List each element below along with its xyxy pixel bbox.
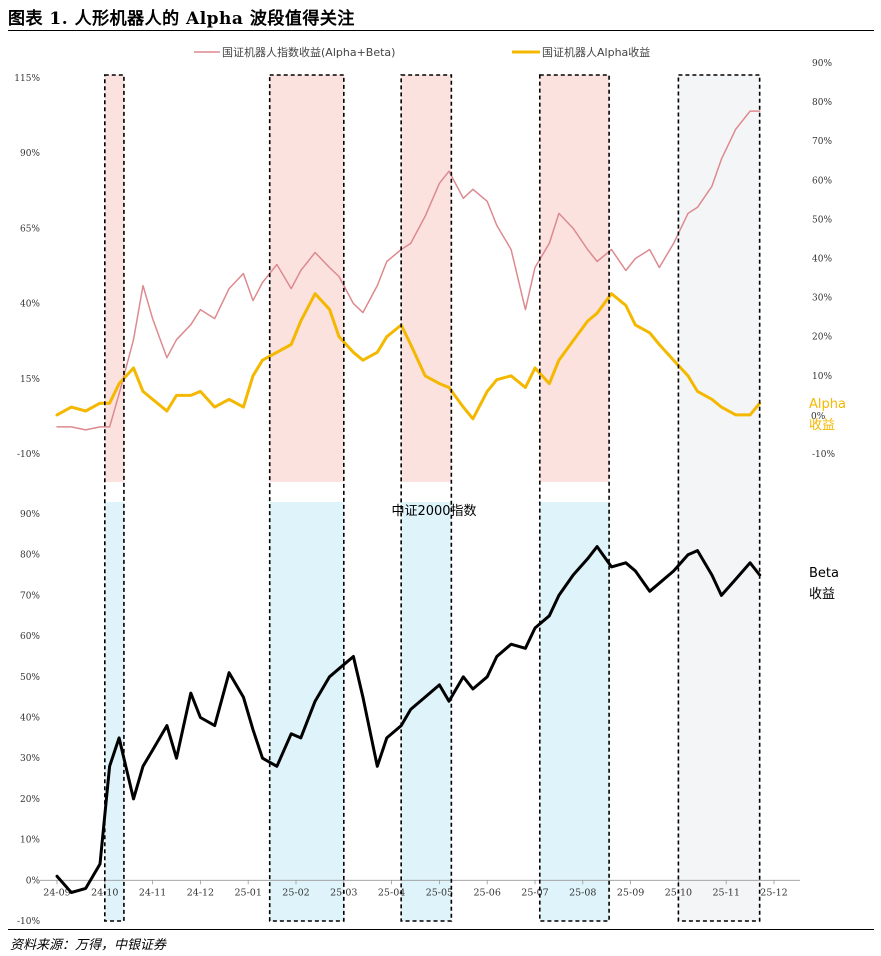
- bottom-axis-tick-10: -10%: [17, 917, 40, 927]
- right-axis-tick-2: 70%: [812, 137, 832, 147]
- bottom-axis-tick-2: 70%: [20, 591, 40, 601]
- left-axis-tick-5: -10%: [17, 450, 40, 460]
- x-axis-tick-10: 25-07: [521, 887, 548, 898]
- shade-blue-0: [104, 502, 124, 921]
- right-axis-tick-6: 30%: [812, 294, 832, 304]
- right-axis-tick-9: 0%: [811, 412, 826, 422]
- left-axis-tick-4: 15%: [20, 375, 40, 385]
- highlight-box-1: [268, 74, 345, 922]
- highlight-boxes: [104, 74, 761, 922]
- x-axis-tick-2: 24-11: [139, 887, 166, 898]
- right-axis-tick-1: 80%: [812, 98, 832, 108]
- highlight-box-4: [677, 74, 761, 922]
- x-axis-tick-5: 25-02: [282, 887, 309, 898]
- x-axis-tick-14: 25-11: [713, 887, 740, 898]
- index-label: 中证2000指数: [391, 504, 476, 519]
- x-axis-tick-11: 25-08: [569, 887, 596, 898]
- shade-blue-1: [269, 502, 344, 921]
- highlight-periods: [104, 75, 760, 921]
- left-axis-tick-2: 65%: [20, 224, 40, 234]
- x-axis-tick-0: 24-09: [43, 887, 70, 898]
- alpha-label-line1: Alpha: [809, 397, 846, 412]
- highlight-box-3: [538, 74, 610, 922]
- highlight-box-0: [104, 74, 125, 922]
- right-axis-tick-7: 20%: [812, 333, 832, 343]
- chart-title: 图表 1. 人形机器人的 Alpha 波段值得关注: [8, 9, 355, 29]
- left-axis-tick-3: 40%: [20, 300, 40, 310]
- right-axis-tick-5: 40%: [812, 255, 832, 265]
- shade-pink-2: [401, 75, 452, 482]
- legend: 国证机器人指数收益(Alpha+Beta) 国证机器人Alpha收益: [194, 45, 650, 59]
- right-axis-tick-4: 50%: [812, 215, 832, 225]
- bottom-axis-tick-9: 0%: [26, 876, 41, 886]
- left-axis-tick-1: 90%: [20, 149, 40, 159]
- x-axis-tick-9: 25-06: [474, 887, 501, 898]
- x-axis-tick-7: 25-04: [378, 887, 405, 898]
- shade-pink-3: [539, 75, 610, 482]
- source-rule: [8, 929, 874, 930]
- beta-label-line1: Beta: [809, 566, 839, 581]
- alpha-label-line2: 收益: [809, 418, 835, 433]
- series-line-1: [55, 292, 762, 421]
- series-line-0: [56, 110, 761, 431]
- bottom-axis-tick-8: 10%: [20, 836, 40, 846]
- title-rule: [8, 30, 874, 31]
- x-axis-tick-8: 25-05: [426, 887, 453, 898]
- beta-label-line2: 收益: [809, 587, 835, 602]
- x-axis-tick-15: 25-12: [760, 887, 787, 898]
- series-line-2: [55, 545, 762, 894]
- bottom-axis-tick-7: 20%: [20, 795, 40, 805]
- source-note: 资料来源：万得，中银证券: [10, 938, 167, 953]
- right-axis-tick-3: 60%: [812, 176, 832, 186]
- bottom-axis-tick-1: 80%: [20, 551, 40, 561]
- bottom-axis-tick-4: 50%: [20, 673, 40, 683]
- legend-label-alpha: 国证机器人Alpha收益: [542, 45, 650, 59]
- right-axis-tick-10: -10%: [812, 450, 835, 460]
- shade-gray-4: [678, 75, 760, 921]
- right-axis-tick-8: 10%: [812, 372, 832, 382]
- shade-blue-3: [539, 502, 610, 921]
- right-axis-tick-0: 90%: [812, 59, 832, 69]
- x-axis-tick-4: 25-01: [235, 887, 262, 898]
- left-axis-tick-0: 115%: [14, 74, 40, 84]
- bottom-axis-tick-5: 40%: [20, 714, 40, 724]
- bottom-axis-tick-3: 60%: [20, 632, 40, 642]
- legend-label-index: 国证机器人指数收益(Alpha+Beta): [222, 45, 395, 59]
- shade-pink-1: [269, 75, 344, 482]
- bottom-axis-tick-0: 90%: [20, 510, 40, 520]
- x-axis-tick-3: 24-12: [187, 887, 214, 898]
- bottom-axis-tick-6: 30%: [20, 754, 40, 764]
- series-lines: [55, 110, 762, 894]
- shade-pink-0: [104, 75, 124, 482]
- x-axis-tick-12: 25-09: [617, 887, 644, 898]
